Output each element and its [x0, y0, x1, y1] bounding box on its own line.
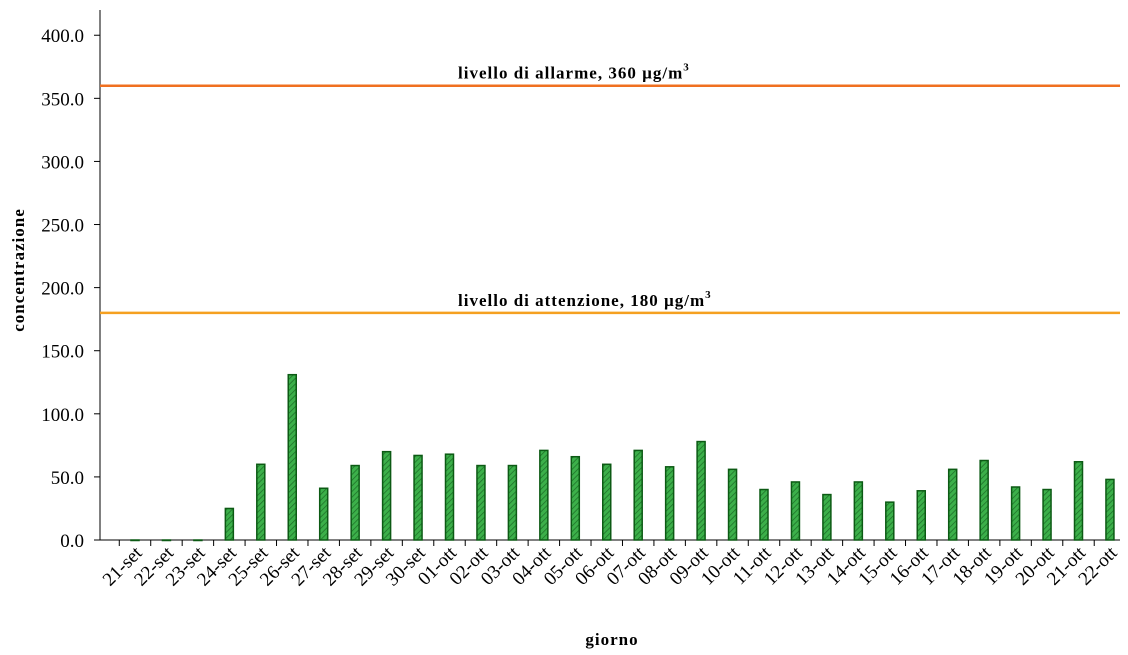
bar: [853, 481, 864, 541]
bar: [916, 490, 926, 541]
y-tick-label: 300.0: [41, 152, 84, 173]
bar: [1073, 461, 1084, 541]
bar: [822, 493, 832, 541]
reference-label-sup: 3: [705, 289, 712, 301]
bar: [161, 539, 172, 542]
reference-label-text: livello di allarme, 360 µg/m: [458, 64, 683, 83]
bar: [947, 468, 958, 541]
bar: [413, 454, 423, 541]
bar: [727, 468, 738, 541]
y-tick-label: 100.0: [41, 405, 84, 426]
bar: [664, 466, 675, 541]
bar: [350, 464, 360, 541]
y-tick-label: 50.0: [51, 468, 84, 489]
x-axis-title: giorno: [585, 630, 638, 649]
bar: [224, 507, 235, 541]
bar: [570, 455, 581, 541]
bar: [476, 464, 486, 541]
reference-label-sup: 3: [683, 62, 690, 74]
bar: [444, 453, 455, 541]
bar: [979, 459, 989, 541]
reference-label-text: livello di attenzione, 180 µg/m: [458, 291, 705, 310]
bar: [507, 464, 518, 541]
y-tick-label: 150.0: [41, 342, 84, 363]
bar: [1042, 488, 1052, 541]
y-tick-label: 200.0: [41, 279, 84, 300]
bar: [602, 463, 612, 541]
y-tick-label: 250.0: [41, 216, 84, 237]
y-tick-label: 400.0: [41, 26, 84, 47]
y-axis-title: concentrazione: [9, 208, 28, 332]
bar: [633, 449, 643, 541]
bar: [318, 487, 329, 541]
bar: [381, 450, 392, 541]
bar: [759, 488, 769, 541]
bar: [287, 373, 297, 541]
bar: [193, 539, 203, 542]
bar: [1105, 478, 1115, 541]
y-tick-label: 0.0: [60, 531, 84, 552]
y-tick-label: 350.0: [41, 89, 84, 110]
reference-label: livello di allarme, 360 µg/m3: [458, 62, 690, 83]
bar: [130, 539, 140, 542]
bar: [539, 449, 549, 541]
bar: [790, 481, 801, 541]
bar: [1010, 486, 1021, 541]
bar: [256, 463, 266, 541]
bar: [696, 440, 706, 541]
bar: [885, 501, 895, 541]
reference-label: livello di attenzione, 180 µg/m3: [458, 289, 712, 310]
